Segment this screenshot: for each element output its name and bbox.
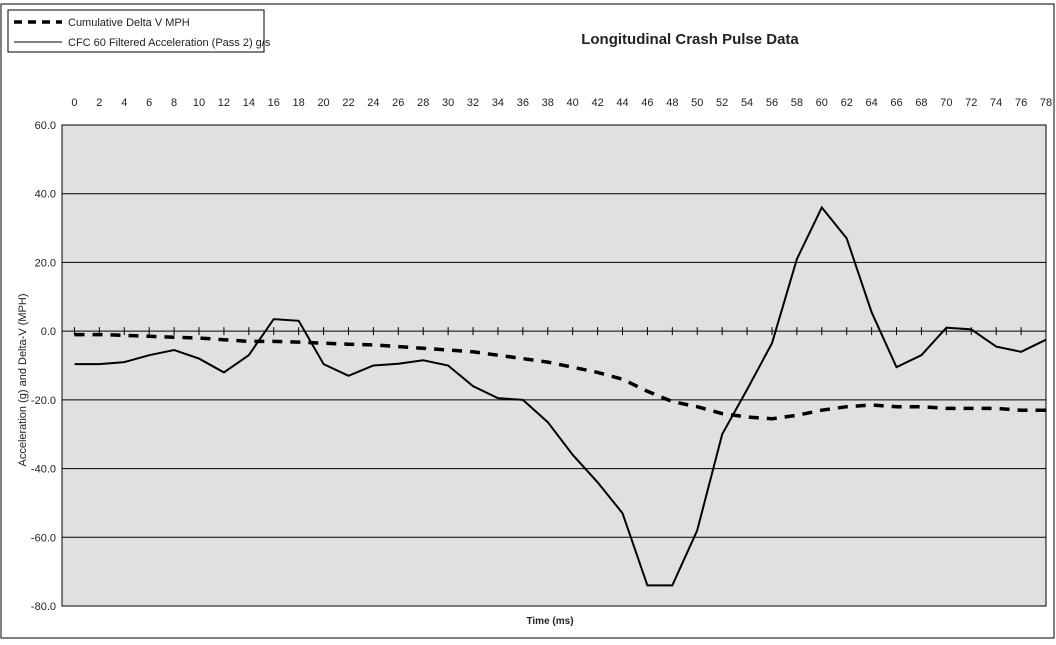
x-tick-label: 18 [293, 97, 305, 109]
x-tick-label: 8 [171, 97, 177, 109]
x-tick-label: 22 [342, 97, 354, 109]
x-tick-label: 6 [146, 97, 152, 109]
x-tick-label: 76 [1015, 97, 1027, 109]
x-tick-label: 52 [716, 97, 728, 109]
data-line [74, 205, 1047, 587]
x-tick-label: 28 [417, 97, 429, 109]
x-tick-label: 34 [492, 97, 504, 109]
y-tick-label: 40.0 [35, 189, 56, 201]
x-tick-label: 60 [816, 97, 828, 109]
x-tick-label: 46 [641, 97, 653, 109]
x-tick-label: 58 [791, 97, 803, 109]
x-tick-label: 48 [666, 97, 678, 109]
x-axis-title: Time (ms) [526, 616, 573, 627]
chart-title: Longitudinal Crash Pulse Data [581, 31, 799, 48]
x-tick-label: 12 [218, 97, 230, 109]
x-tick-label: 38 [542, 97, 554, 109]
x-tick-label: 16 [268, 97, 280, 109]
plot-area [61, 124, 1047, 607]
y-tick-label: -40.0 [31, 464, 56, 476]
x-tick-label: 64 [865, 97, 877, 109]
legend-label: Cumulative Delta V MPH [68, 17, 190, 29]
x-tick-label: 54 [741, 97, 753, 109]
y-tick-label: -80.0 [31, 601, 56, 613]
x-tick-label: 50 [691, 97, 703, 109]
y-tick-label: -20.0 [31, 395, 56, 407]
x-tick-label: 32 [467, 97, 479, 109]
x-tick-label: 30 [442, 97, 454, 109]
x-tick-label: 26 [392, 97, 404, 109]
y-tick-label: -60.0 [31, 532, 56, 544]
x-tick-label: 20 [317, 97, 329, 109]
x-tick-label: 74 [990, 97, 1002, 109]
x-tick-label: 44 [616, 97, 628, 109]
x-tick-label: 70 [940, 97, 952, 109]
x-tick-label: 68 [915, 97, 927, 109]
x-tick-label: 40 [567, 97, 579, 109]
x-tick-label: 14 [243, 97, 255, 109]
x-tick-label: 10 [193, 97, 205, 109]
y-tick-label: 20.0 [35, 257, 56, 269]
x-tick-label: 4 [121, 97, 127, 109]
x-tick-label: 0 [71, 97, 77, 109]
x-tick-label: 72 [965, 97, 977, 109]
x-tick-label: 2 [96, 97, 102, 109]
x-tick-label: 24 [367, 97, 379, 109]
x-tick-label: 66 [890, 97, 902, 109]
x-tick-label: 56 [766, 97, 778, 109]
x-tick-label: 42 [591, 97, 603, 109]
legend-box [7, 9, 265, 53]
x-tick-label: 78 [1040, 97, 1052, 109]
x-tick-label: 36 [517, 97, 529, 109]
x-tick-label: 62 [841, 97, 853, 109]
y-axis-title: Acceleration (g) and Delta-V (MPH) [17, 293, 29, 466]
legend-label: CFC 60 Filtered Acceleration (Pass 2) g/… [68, 37, 271, 49]
data-line [74, 332, 1046, 421]
y-tick-label: 60.0 [35, 120, 56, 132]
y-tick-label: 0.0 [41, 326, 56, 338]
